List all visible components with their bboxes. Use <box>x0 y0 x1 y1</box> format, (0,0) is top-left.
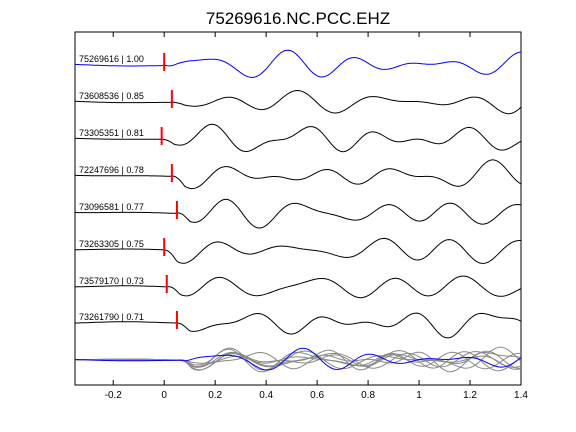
x-tick-label-5: 0.6 <box>310 390 324 401</box>
pick-markers <box>160 53 178 329</box>
stacked-waveforms <box>74 346 522 373</box>
trace-label-2: 73608536 | 0.85 <box>79 91 144 101</box>
trace-label-5: 73096581 | 0.77 <box>79 202 144 212</box>
trace-line-8 <box>74 312 522 339</box>
trace-line-3 <box>74 123 522 153</box>
trace-line-5 <box>75 198 522 229</box>
x-axis: -0.2 0 0.2 0.4 0.6 0.8 1 1.2 1.4 <box>105 32 528 401</box>
trace-line-1 <box>74 49 522 78</box>
trace-line-4 <box>75 159 522 190</box>
traces <box>74 49 522 339</box>
trace-line-6 <box>75 237 521 264</box>
trace-label-7: 73579170 | 0.73 <box>79 276 144 286</box>
x-tick-label-4: 0.4 <box>259 390 273 401</box>
chart-title: 75269616.NC.PCC.EHZ <box>206 9 390 28</box>
x-tick-label-2: 0 <box>161 390 167 401</box>
x-tick-label-7: 1 <box>416 390 422 401</box>
trace-label-1: 75269616 | 1.00 <box>79 54 144 64</box>
x-tick-label-9: 1.4 <box>514 390 528 401</box>
trace-label-8: 73261790 | 0.71 <box>79 312 144 322</box>
trace-labels: 75269616 | 1.00 73608536 | 0.85 73305351 |… <box>79 54 144 322</box>
trace-label-4: 72247696 | 0.78 <box>79 165 144 175</box>
x-tick-label-8: 1.2 <box>463 390 477 401</box>
x-tick-label-6: 0.8 <box>361 390 375 401</box>
x-tick-label-3: 0.2 <box>208 390 222 401</box>
x-tick-label-1: -0.2 <box>105 390 123 401</box>
stack-line-1 <box>74 347 522 371</box>
trace-label-3: 73305351 | 0.81 <box>79 128 144 138</box>
trace-line-2 <box>74 89 522 115</box>
trace-label-6: 73263305 | 0.75 <box>79 239 144 249</box>
trace-line-7 <box>74 275 522 299</box>
plot-area: 75269616 | 1.00 73608536 | 0.85 73305351 |… <box>74 31 528 401</box>
